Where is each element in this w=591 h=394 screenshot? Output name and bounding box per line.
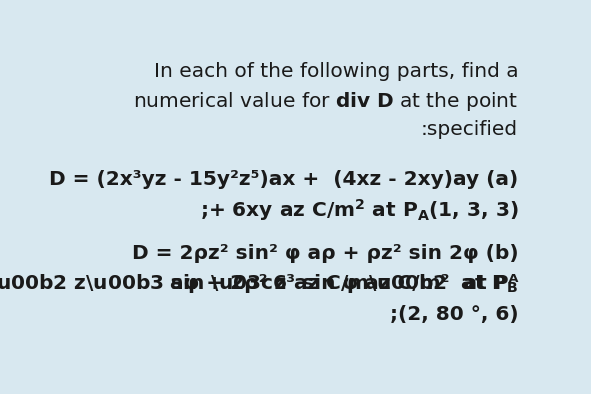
Text: :specified: :specified bbox=[421, 120, 518, 139]
Text: ;+ 6xy az C/m$\mathbf{^2}$ at $\mathbf{P_A}$(1, 3, 3): ;+ 6xy az C/m$\mathbf{^2}$ at $\mathbf{P… bbox=[200, 197, 518, 223]
Text: In each of the following parts, find a: In each of the following parts, find a bbox=[154, 62, 518, 81]
Text: D = 2ρz² sin² φ aρ + ρz² sin 2φ (b): D = 2ρz² sin² φ aρ + ρz² sin 2φ (b) bbox=[132, 244, 518, 263]
Text: a\u03c6 + 2\u03c1\u00b2 z\u00b3 sin \u03c6 az C/m\u00b2  at $\mathbf{P_B}$: a\u03c6 + 2\u03c1\u00b2 z\u00b3 sin \u03… bbox=[0, 273, 518, 295]
Text: aφ + 2ρ² z³ sin φ az C/m²  at Pᴬ: aφ + 2ρ² z³ sin φ az C/m² at Pᴬ bbox=[170, 274, 518, 294]
Text: ;(2, 80 °, 6): ;(2, 80 °, 6) bbox=[389, 305, 518, 324]
Text: D = (2x³yz - 15y²z⁵)ax +  (4xz - 2xy)ay (a): D = (2x³yz - 15y²z⁵)ax + (4xz - 2xy)ay (… bbox=[49, 170, 518, 189]
Text: numerical value for $\mathbf{div\ D}$ at the point: numerical value for $\mathbf{div\ D}$ at… bbox=[133, 90, 518, 113]
